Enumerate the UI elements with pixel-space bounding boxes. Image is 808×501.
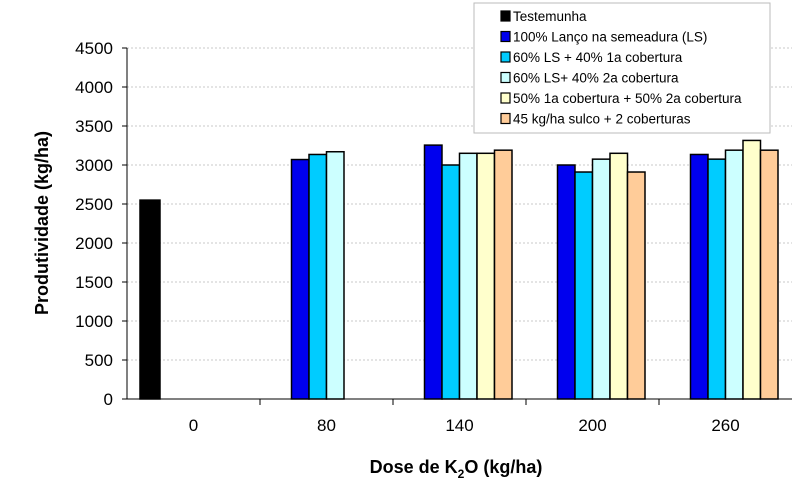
bar-140-series-2 — [441, 164, 461, 400]
bar-80-series-3 — [325, 150, 345, 400]
legend-swatch — [500, 30, 511, 43]
bar-260-series-3 — [724, 149, 744, 400]
y-tick-label: 3500 — [75, 117, 113, 136]
bar-200-series-2 — [574, 171, 594, 400]
bar-260-series-5 — [759, 149, 779, 400]
x-tick-label: 0 — [189, 416, 198, 435]
y-tick-label: 500 — [85, 351, 113, 370]
y-axis-title: Produtividade (kg/ha) — [32, 131, 52, 315]
legend-swatch — [500, 51, 511, 63]
bar-200-series-4 — [609, 152, 629, 400]
x-axis-title: Dose de K2O (kg/ha) — [370, 457, 543, 481]
y-tick-label: 3000 — [75, 156, 113, 175]
bar-80-series-1 — [290, 158, 310, 400]
bar-80-series-2 — [308, 153, 328, 400]
bar-140-series-3 — [458, 152, 478, 400]
x-tick-label: 140 — [445, 416, 473, 435]
axes: 0 500 1000 1500 2000 2500 3000 3500 4000 4500 0 80 1… — [75, 39, 792, 435]
y-tick-label: 1000 — [75, 312, 113, 331]
legend-label: 60% LS + 40% 1a cobertura — [513, 50, 683, 65]
bar-140-series-5 — [493, 149, 513, 400]
bar-260-series-4 — [742, 139, 762, 400]
legend-label: 45 kg/ha sulco + 2 coberturas — [513, 112, 691, 127]
legend-swatch — [500, 112, 511, 125]
bar-140-series-1 — [423, 144, 443, 400]
bar-200-series-3 — [591, 158, 611, 400]
legend: Testemunha 100% Lanço na semeadura (LS) 60… — [473, 2, 771, 134]
legend-swatch — [500, 10, 511, 22]
y-tick-label: 4000 — [75, 78, 113, 97]
bar-200-series-1 — [556, 164, 576, 400]
bar-0-series-0 — [139, 199, 161, 400]
y-tick-label: 2000 — [75, 234, 113, 253]
y-tick-label: 1500 — [75, 273, 113, 292]
x-tick-label: 200 — [578, 416, 606, 435]
legend-label: 100% Lanço na semeadura (LS) — [513, 30, 707, 45]
y-tick-label: 4500 — [75, 39, 113, 58]
legend-swatch — [500, 71, 511, 84]
y-tick-label: 2500 — [75, 195, 113, 214]
legend-label: Testemunha — [513, 9, 587, 24]
bar-260-series-1 — [689, 153, 709, 400]
legend-box — [473, 2, 771, 134]
legend-label: 60% LS+ 40% 2a cobertura — [513, 71, 679, 86]
legend-label: 50% 1a cobertura + 50% 2a cobertura — [513, 91, 742, 106]
bar-260-series-2 — [707, 158, 727, 400]
bar-200-series-5 — [626, 171, 646, 400]
y-tick-label: 0 — [104, 390, 113, 409]
legend-swatch — [500, 92, 511, 104]
x-tick-label: 80 — [317, 416, 336, 435]
bar-140-series-4 — [476, 152, 496, 400]
x-tick-label: 260 — [711, 416, 739, 435]
